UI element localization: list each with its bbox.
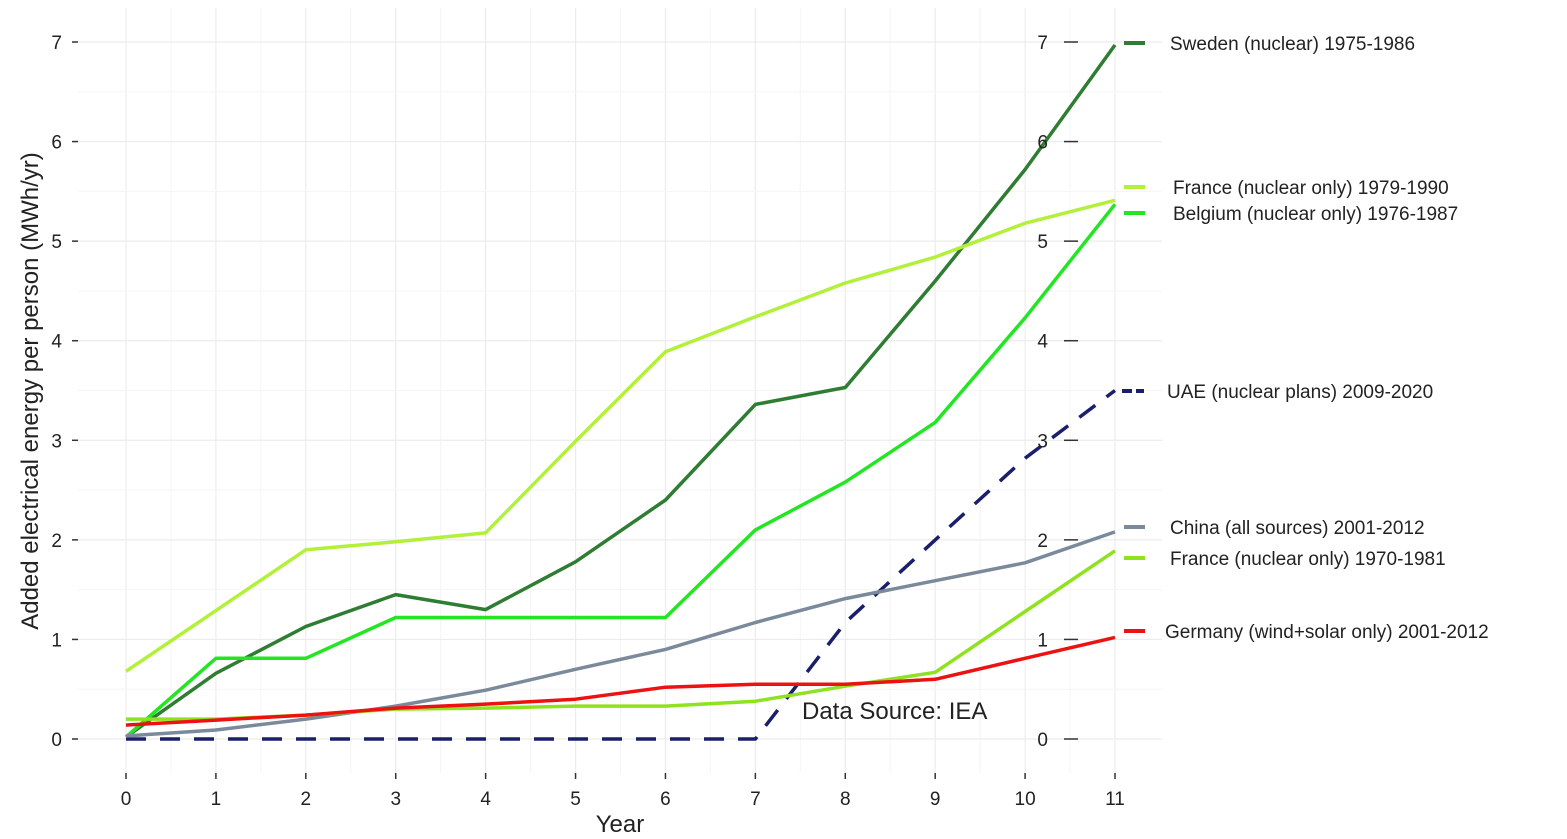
x-tick-label: 4	[480, 789, 491, 810]
legend-label: Belgium (nuclear only) 1976-1987	[1173, 204, 1458, 225]
x-tick-label: 9	[930, 789, 941, 810]
y-tick-label: 5	[51, 232, 62, 253]
y-tick-label: 7	[51, 33, 62, 54]
left-y-axis: 0 1 2 3 4 5 6 7	[51, 33, 78, 751]
legend-label: France (nuclear only) 1979-1990	[1173, 178, 1449, 199]
x-tick-label: 7	[750, 789, 761, 810]
x-tick-label: 11	[1105, 789, 1125, 810]
right-tick-label: 2	[1037, 531, 1048, 552]
annotation-data-source: Data Source: IEA	[802, 698, 987, 725]
right-tick-label: 7	[1037, 33, 1048, 54]
x-tick-label: 3	[390, 789, 401, 810]
y-tick-label: 3	[51, 431, 62, 452]
series-line	[125, 635, 1116, 727]
right-tick-label: 3	[1037, 431, 1048, 452]
legend-label: UAE (nuclear plans) 2009-2020	[1167, 382, 1433, 403]
legend-label: Sweden (nuclear) 1975-1986	[1170, 34, 1415, 55]
x-tick-label: 10	[1015, 789, 1036, 810]
series-line	[125, 198, 1116, 673]
right-y-axis: 0 1 2 3 4 5 6 7	[1037, 33, 1078, 751]
right-tick-label: 6	[1037, 133, 1048, 154]
y-tick-label: 6	[51, 133, 62, 154]
right-tick-label: 5	[1037, 232, 1048, 253]
y-tick-label: 0	[51, 730, 62, 751]
y-axis-title: Added electrical energy per person (MWh/…	[17, 152, 44, 630]
series-line	[124, 43, 1117, 739]
x-tick-label: 2	[301, 789, 312, 810]
series-line	[124, 203, 1117, 739]
x-tick-label: 5	[570, 789, 581, 810]
series-line	[126, 389, 1117, 741]
legend: Sweden (nuclear) 1975-1986 France (nuclea…	[1122, 34, 1489, 643]
legend-label: France (nuclear only) 1970-1981	[1170, 549, 1446, 570]
x-axis: 0 1 2 3 4 5 6 7 8 9 10 11	[121, 773, 1125, 810]
x-tick-label: 0	[121, 789, 132, 810]
right-tick-label: 0	[1037, 730, 1048, 751]
legend-label: Germany (wind+solar only) 2001-2012	[1165, 622, 1489, 643]
series-line	[125, 530, 1116, 738]
right-tick-label: 4	[1037, 332, 1048, 353]
x-tick-label: 8	[840, 789, 851, 810]
x-tick-label: 1	[211, 789, 222, 810]
x-tick-label: 6	[660, 789, 671, 810]
legend-label: China (all sources) 2001-2012	[1170, 518, 1425, 539]
right-tick-label: 1	[1037, 630, 1048, 651]
x-axis-title: Year	[596, 811, 645, 838]
y-tick-label: 4	[51, 332, 62, 353]
y-tick-label: 2	[51, 531, 62, 552]
y-tick-label: 1	[51, 630, 62, 651]
series-lines	[124, 43, 1117, 741]
